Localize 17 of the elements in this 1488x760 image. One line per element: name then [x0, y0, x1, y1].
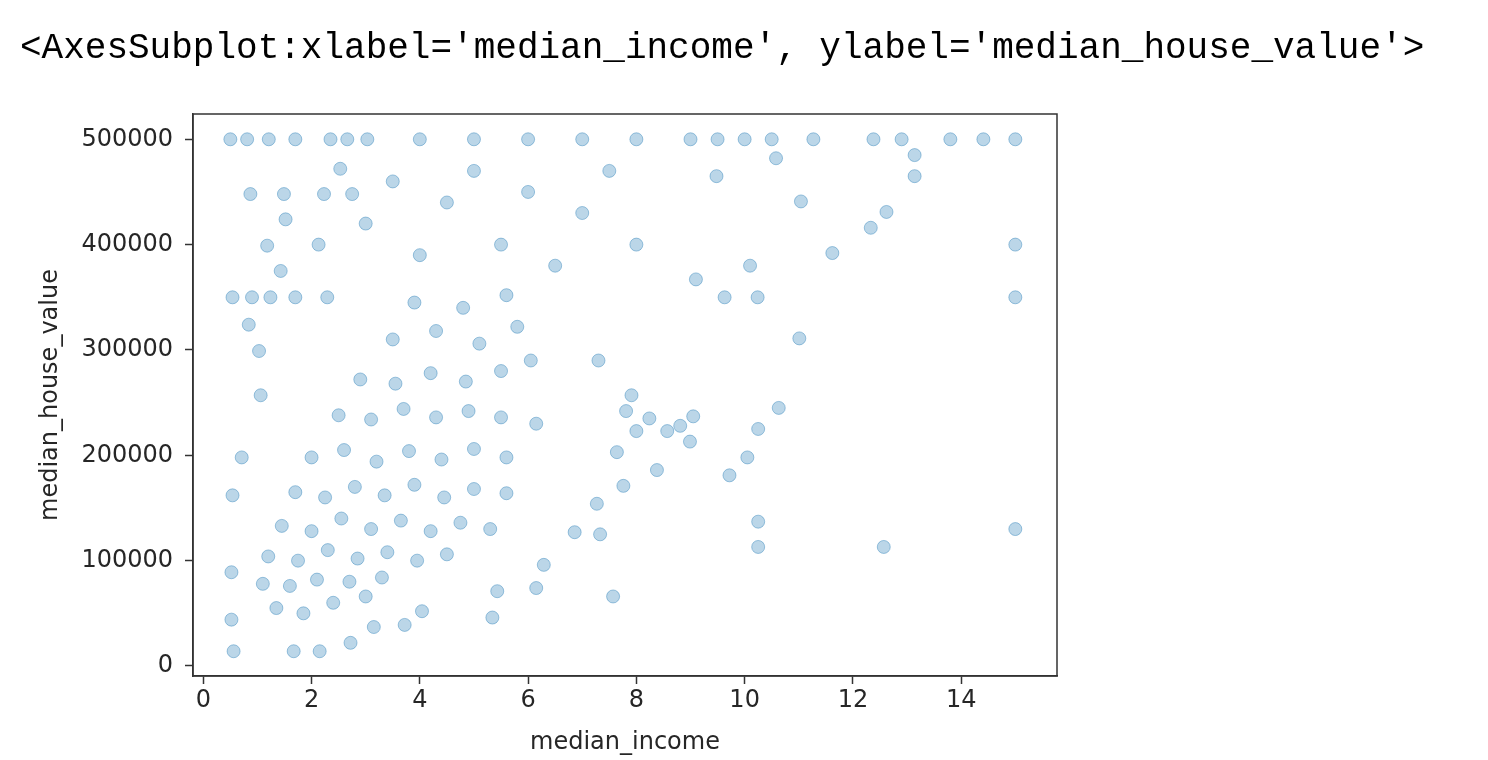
y-tick-label: 0 — [157, 650, 173, 679]
x-tick-label: 10 — [729, 684, 760, 713]
y-tick-label: 200000 — [81, 439, 173, 468]
y-tick-label: 300000 — [81, 334, 173, 363]
y-tick-label: 100000 — [81, 544, 173, 573]
x-axis-title: median_income — [530, 726, 720, 755]
x-tick-label: 4 — [412, 684, 428, 713]
x-tick-label: 2 — [303, 684, 320, 713]
y-tick-label: 500000 — [81, 123, 173, 152]
text: <AxesSubplot:xlabel='median_income', ylabel='median_house_value'> — [20, 28, 1425, 70]
x-tick-label: 8 — [628, 684, 645, 713]
x-tick-label: 14 — [945, 684, 977, 713]
y-tick-label: 400000 — [81, 228, 173, 257]
x-tick-label: 12 — [837, 684, 869, 713]
y-axis-title: median_house_value — [34, 269, 63, 521]
x-tick-label: 0 — [195, 684, 211, 713]
x-tick-label: 6 — [520, 684, 536, 713]
